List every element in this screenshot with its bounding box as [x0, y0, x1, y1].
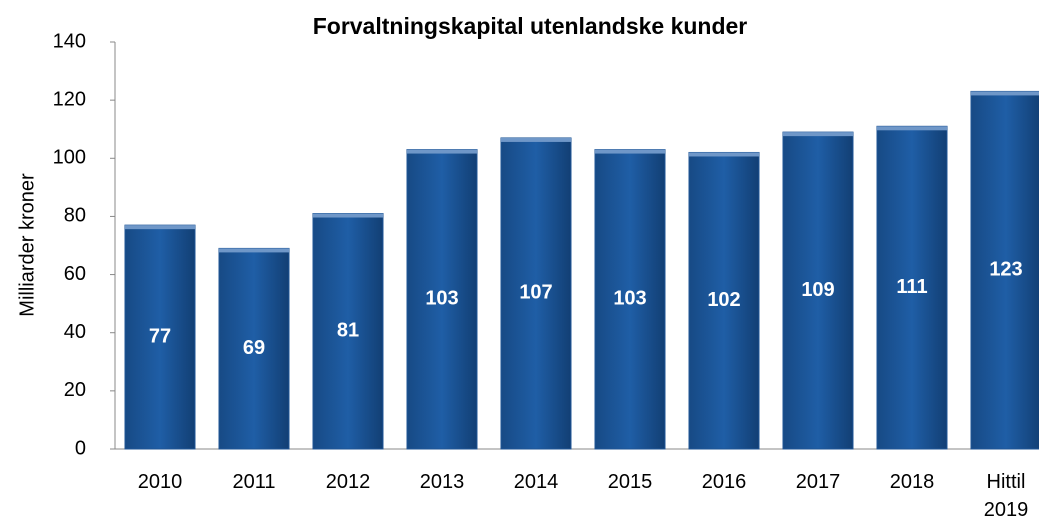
y-tick-label: 20: [64, 379, 86, 401]
y-tick-label: 80: [64, 205, 86, 227]
bar: [500, 137, 572, 450]
bar-highlight: [783, 132, 853, 137]
bar-highlight: [407, 149, 477, 154]
x-tick-label: Hittil 2019: [983, 471, 1029, 521]
x-tick-label: 2015: [607, 471, 653, 493]
bar: [970, 90, 1039, 450]
bar: [218, 247, 290, 450]
value-label: 103: [613, 288, 646, 310]
bar-highlight: [219, 248, 289, 253]
value-label: 102: [707, 289, 740, 311]
bar-highlight: [125, 225, 195, 230]
x-tick-label: 2018: [889, 471, 935, 493]
x-tick-label: 2016: [701, 471, 747, 493]
bar: [688, 151, 760, 450]
y-tick-label: 0: [75, 437, 86, 459]
y-tick-label: 140: [53, 30, 86, 52]
x-tick-label: 2011: [232, 471, 276, 493]
value-label: 123: [989, 258, 1022, 280]
bar: [312, 213, 384, 450]
y-tick-label: 60: [64, 263, 86, 285]
x-tick-label: 2017: [795, 471, 841, 493]
value-label: 111: [896, 276, 927, 298]
bar: [876, 125, 948, 450]
value-label: 77: [149, 325, 171, 347]
bar-highlight: [313, 213, 383, 218]
x-tick-label: 2014: [513, 471, 559, 493]
bar-highlight: [595, 149, 665, 154]
x-tick-label: 2013: [419, 471, 465, 493]
chart-title: Forvaltningskapital utenlandske kunder: [313, 13, 748, 39]
bar-highlight: [689, 152, 759, 157]
bar: [782, 131, 854, 450]
bar: [406, 149, 478, 450]
value-label: 103: [425, 288, 458, 310]
value-label: 109: [801, 279, 834, 301]
x-tick-label: 2010: [137, 471, 183, 493]
bar-highlight: [877, 126, 947, 131]
y-tick-label: 100: [53, 147, 86, 169]
bar-highlight: [501, 137, 571, 142]
value-label: 69: [243, 337, 265, 359]
y-tick-label: 40: [64, 321, 86, 343]
bar: [594, 149, 666, 450]
y-axis-label: Milliarder kroner: [16, 173, 38, 317]
value-label: 81: [337, 320, 359, 342]
y-tick-label: 120: [53, 88, 86, 110]
value-label: 107: [519, 282, 552, 304]
x-tick-label: 2012: [325, 471, 371, 493]
bar-highlight: [971, 91, 1039, 96]
